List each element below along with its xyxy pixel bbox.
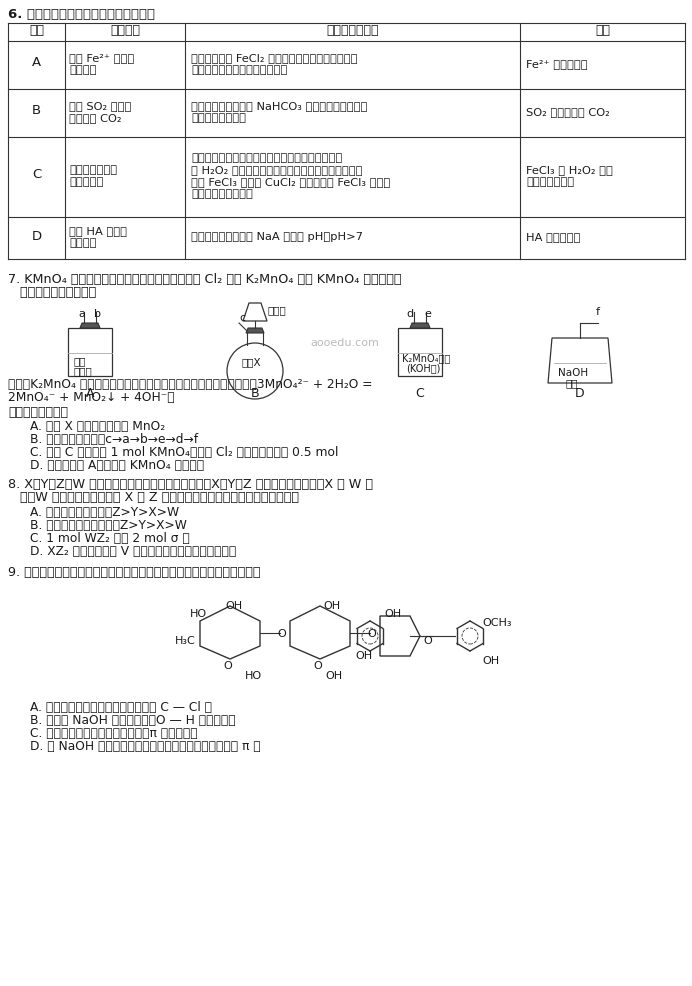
Text: 有还原性: 有还原性 xyxy=(69,65,96,75)
Text: (KOH浓): (KOH浓) xyxy=(406,363,440,373)
Text: C: C xyxy=(32,169,41,181)
Text: 探究 HA 是否是: 探究 HA 是否是 xyxy=(69,226,127,236)
Text: 的催化效率更高: 的催化效率更高 xyxy=(526,177,574,187)
Text: C. 1 mol WZ₂ 中有 2 mol σ 键: C. 1 mol WZ₂ 中有 2 mol σ 键 xyxy=(30,532,190,545)
Text: e: e xyxy=(424,309,431,319)
Text: 食盐水: 食盐水 xyxy=(74,366,93,376)
Text: B. 简单氧化物的稳定性：Z>Y>X>W: B. 简单氧化物的稳定性：Z>Y>X>W xyxy=(30,519,187,532)
Text: 两支试管中分别盛相同温度、相同浓度、相同体积: 两支试管中分别盛相同温度、相同浓度、相同体积 xyxy=(191,153,343,163)
Text: Fe²⁺ 具有还原性: Fe²⁺ 具有还原性 xyxy=(526,59,588,69)
Text: FeCl₃ 对 H₂O₂ 分解: FeCl₃ 对 H₂O₂ 分解 xyxy=(526,165,613,175)
Text: 实验目的: 实验目的 xyxy=(110,24,140,36)
Text: HA 是弱电解质: HA 是弱电解质 xyxy=(526,232,581,242)
Text: OH: OH xyxy=(225,601,242,611)
Text: 结论: 结论 xyxy=(595,24,610,36)
Text: 溶液，高锰酸钾溶液紫红色褪去: 溶液，高锰酸钾溶液紫红色褪去 xyxy=(191,65,287,75)
Text: O: O xyxy=(367,629,376,639)
Text: 9. 橙皮苷广泛存在于橘橙中，其结构简式（未考虑立体异构）如下所示：: 9. 橙皮苷广泛存在于橘橙中，其结构简式（未考虑立体异构）如下所示： xyxy=(8,566,260,579)
Text: 2MnO₄⁻ + MnO₂↓ + 4OH⁻。: 2MnO₄⁻ + MnO₂↓ + 4OH⁻。 xyxy=(8,391,174,404)
Text: 检验 SO₂ 气体中: 检验 SO₂ 气体中 xyxy=(69,101,131,111)
Text: HO: HO xyxy=(245,671,262,681)
Text: aooedu.com: aooedu.com xyxy=(310,338,379,348)
Polygon shape xyxy=(246,328,264,333)
Text: O: O xyxy=(313,661,322,671)
Text: 探究不同催化剂: 探究不同催化剂 xyxy=(69,165,117,175)
Text: 是否混有 CO₂: 是否混有 CO₂ xyxy=(69,113,122,123)
Text: 的 H₂O₂ 溶液，分别滴加相同物质的量浓度、相同体: 的 H₂O₂ 溶液，分别滴加相同物质的量浓度、相同体 xyxy=(191,165,363,175)
Text: O: O xyxy=(224,661,233,671)
Text: 试管中产生气体更快: 试管中产生气体更快 xyxy=(191,189,253,199)
Text: D. 与 NaOH 醇溶液混合并加热，多羟基六元环上可形成 π 键: D. 与 NaOH 醇溶液混合并加热，多羟基六元环上可形成 π 键 xyxy=(30,740,261,753)
Text: 澄清石灰水变浑浊: 澄清石灰水变浑浊 xyxy=(191,113,246,123)
Text: OH: OH xyxy=(482,656,499,666)
Text: 实验设计及现象: 实验设计及现象 xyxy=(326,24,379,36)
Text: D: D xyxy=(31,230,42,243)
Text: B. 与足量 NaOH 水溶液反应，O — H 键均可断裂: B. 与足量 NaOH 水溶液反应，O — H 键均可断裂 xyxy=(30,714,235,727)
Text: OH: OH xyxy=(323,601,340,611)
Text: C. 装置 C 中每生成 1 mol KMnO₄，消耗 Cl₂ 的物质的量大于 0.5 mol: C. 装置 C 中每生成 1 mol KMnO₄，消耗 Cl₂ 的物质的量大于 … xyxy=(30,446,338,459)
Polygon shape xyxy=(80,323,100,328)
Text: A. 元素的第一电离能：Z>Y>X>W: A. 元素的第一电离能：Z>Y>X>W xyxy=(30,506,179,519)
Text: 6. 下列实验设计及现象、结论合理的是: 6. 下列实验设计及现象、结论合理的是 xyxy=(8,8,155,21)
Text: D. XZ₂ 的空间结构为 V 形，属于含有极性键的极性分子: D. XZ₂ 的空间结构为 V 形，属于含有极性键的极性分子 xyxy=(30,545,236,558)
Text: OH: OH xyxy=(325,671,342,681)
Text: K₂MnO₄溶液: K₂MnO₄溶液 xyxy=(402,353,450,363)
Text: NaOH: NaOH xyxy=(558,368,588,378)
Text: 下列说法错误的是: 下列说法错误的是 xyxy=(8,406,68,419)
Text: 探究 Fe²⁺ 是否具: 探究 Fe²⁺ 是否具 xyxy=(69,53,134,63)
Text: 选项: 选项 xyxy=(29,24,44,36)
Text: O: O xyxy=(423,636,432,646)
Text: OH: OH xyxy=(385,609,401,619)
Text: C. 催化剂存在下与足量氢气反应，π 键均可断裂: C. 催化剂存在下与足量氢气反应，π 键均可断裂 xyxy=(30,727,198,740)
Text: 液盐酸: 液盐酸 xyxy=(268,305,286,315)
Text: D. 若去掉装置 A，会导致 KMnO₄ 产率降低: D. 若去掉装置 A，会导致 KMnO₄ 产率降低 xyxy=(30,459,204,472)
Text: D: D xyxy=(575,387,585,400)
Text: HO: HO xyxy=(190,609,207,619)
Text: 积的 FeCl₃ 溶液与 CuCl₂ 溶液，滴加 FeCl₃ 溶液的: 积的 FeCl₃ 溶液与 CuCl₂ 溶液，滴加 FeCl₃ 溶液的 xyxy=(191,177,390,187)
Text: B: B xyxy=(251,387,260,400)
Text: 所示（夹持装置略）。: 所示（夹持装置略）。 xyxy=(8,286,96,299)
Text: 测某温度下一定浓度 NaA 溶液的 pH，pH>7: 测某温度下一定浓度 NaA 溶液的 pH，pH>7 xyxy=(191,232,363,242)
Text: 饱和: 饱和 xyxy=(74,356,86,366)
Text: OH: OH xyxy=(355,651,372,661)
Text: 将气体依次通过饱和 NaHCO₃ 溶液和澄清石灰水，: 将气体依次通过饱和 NaHCO₃ 溶液和澄清石灰水， xyxy=(191,101,367,111)
Text: 8. X、Y、Z、W 为原子序数依次增大的同主族元素，X、Y、Z 位于同周期且相邻，X 与 W 同: 8. X、Y、Z、W 为原子序数依次增大的同主族元素，X、Y、Z 位于同周期且相… xyxy=(8,478,373,491)
Text: c: c xyxy=(239,313,245,323)
Text: b: b xyxy=(94,309,101,319)
Text: d: d xyxy=(406,309,413,319)
Text: A. 试剂 X 可以是漂白粉或 MnO₂: A. 试剂 X 可以是漂白粉或 MnO₂ xyxy=(30,420,165,433)
Text: 弱电解质: 弱电解质 xyxy=(69,238,96,248)
Text: 向一定浓度的 FeCl₂ 溶液中滴加少量酸性高锰酸钾: 向一定浓度的 FeCl₂ 溶液中滴加少量酸性高锰酸钾 xyxy=(191,53,358,63)
Text: A: A xyxy=(86,387,94,400)
Text: 试剂X: 试剂X xyxy=(241,357,261,367)
Text: A: A xyxy=(32,56,41,69)
Text: 的催化效率: 的催化效率 xyxy=(69,177,103,187)
Text: 7. KMnO₄ 是一种常用的氧化剂，某实验小组利用 Cl₂ 氧化 K₂MnO₄ 制备 KMnO₄ 的装置如图: 7. KMnO₄ 是一种常用的氧化剂，某实验小组利用 Cl₂ 氧化 K₂MnO₄… xyxy=(8,273,401,286)
Text: 已知：K₂MnO₄ 在浓强碱溶液中可稳定存在，碱性减弱时易发生反应：3MnO₄²⁻ + 2H₂O =: 已知：K₂MnO₄ 在浓强碱溶液中可稳定存在，碱性减弱时易发生反应：3MnO₄²… xyxy=(8,378,372,391)
Text: SO₂ 气体中混有 CO₂: SO₂ 气体中混有 CO₂ xyxy=(526,107,610,117)
Polygon shape xyxy=(410,323,430,328)
Text: H₃C: H₃C xyxy=(175,636,196,646)
Text: f: f xyxy=(596,307,600,317)
Text: OCH₃: OCH₃ xyxy=(482,618,511,628)
Text: 族，W 的核外电子总数等于 X 和 Z 的核外电子总数之和。下列说法正确的是: 族，W 的核外电子总数等于 X 和 Z 的核外电子总数之和。下列说法正确的是 xyxy=(8,491,299,504)
Text: B. 装置连接顺序是：c→a→b→e→d→f: B. 装置连接顺序是：c→a→b→e→d→f xyxy=(30,433,198,446)
Text: B: B xyxy=(32,105,41,117)
Text: C: C xyxy=(416,387,424,400)
Text: A. 光照下与氯气反应，苯环上可形成 C — Cl 键: A. 光照下与氯气反应，苯环上可形成 C — Cl 键 xyxy=(30,701,212,714)
Text: O: O xyxy=(277,629,286,639)
Text: a: a xyxy=(78,309,85,319)
Text: 溶液: 溶液 xyxy=(566,378,579,388)
